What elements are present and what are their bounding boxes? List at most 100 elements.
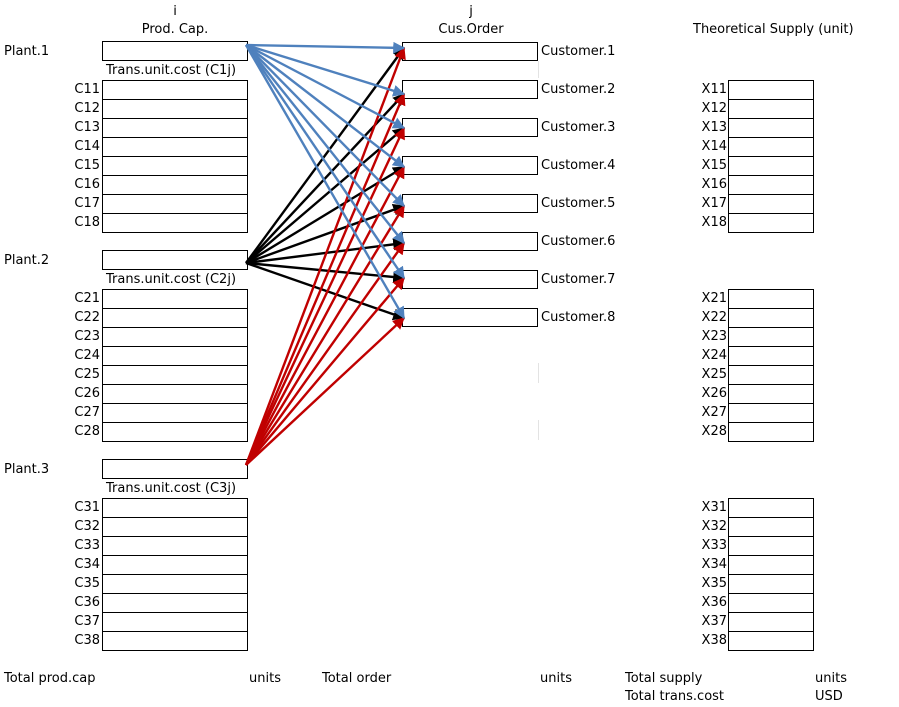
- arrow-plant-1-to-customer-4: [245, 44, 405, 168]
- supply-label: X21: [701, 291, 727, 306]
- supply-label: X11: [701, 82, 727, 97]
- arrow-plant-3-to-customer-5: [244, 204, 406, 466]
- arrow-plant-2-to-customer-7: [245, 261, 406, 283]
- supply-output[interactable]: [729, 632, 813, 651]
- arrow-plant-3-to-customer-2: [244, 92, 406, 466]
- supply-label: X23: [701, 329, 727, 344]
- supply-output[interactable]: [729, 328, 813, 347]
- supply-label: X33: [701, 538, 727, 553]
- supply-output[interactable]: [729, 594, 813, 613]
- cost-label: C24: [74, 348, 100, 363]
- cost-input[interactable]: [103, 138, 247, 157]
- customer-1-label: Customer.1: [541, 44, 616, 59]
- cost-input[interactable]: [103, 100, 247, 119]
- supply-output[interactable]: [729, 195, 813, 214]
- supply-output[interactable]: [729, 100, 813, 119]
- cost-input[interactable]: [103, 556, 247, 575]
- supply-output[interactable]: [729, 537, 813, 556]
- supply-label: X12: [701, 101, 727, 116]
- cost-label: C11: [74, 82, 100, 97]
- cost-input[interactable]: [103, 119, 247, 138]
- cost-input[interactable]: [103, 613, 247, 632]
- plant-2-supply-labels: X21 X22 X23 X24 X25 X26 X27 X28: [667, 289, 727, 441]
- cost-input[interactable]: [103, 309, 247, 328]
- supply-output[interactable]: [729, 499, 813, 518]
- supply-output[interactable]: [729, 347, 813, 366]
- cost-label: C22: [74, 310, 100, 325]
- supply-output[interactable]: [729, 385, 813, 404]
- j-index-label: j: [469, 4, 473, 19]
- supply-label: X15: [701, 158, 727, 173]
- customer-2-label: Customer.2: [541, 82, 616, 97]
- supply-label: X25: [701, 367, 727, 382]
- arrow-plant-1-to-customer-6: [245, 44, 405, 244]
- cost-input[interactable]: [103, 575, 247, 594]
- cost-input[interactable]: [103, 81, 247, 100]
- supply-output[interactable]: [729, 366, 813, 385]
- cost-label: C28: [74, 424, 100, 439]
- cost-input[interactable]: [103, 176, 247, 195]
- cost-input[interactable]: [103, 290, 247, 309]
- cost-label: C16: [74, 177, 100, 192]
- cost-label: C34: [74, 557, 100, 572]
- cost-label: C23: [74, 329, 100, 344]
- supply-label: X26: [701, 386, 727, 401]
- supply-output[interactable]: [729, 157, 813, 176]
- supply-label: X37: [701, 614, 727, 629]
- supply-output[interactable]: [729, 423, 813, 442]
- cost-input[interactable]: [103, 328, 247, 347]
- supply-output[interactable]: [729, 176, 813, 195]
- supply-label: X31: [701, 500, 727, 515]
- cost-input[interactable]: [103, 537, 247, 556]
- cost-input[interactable]: [103, 214, 247, 233]
- cost-input[interactable]: [103, 632, 247, 651]
- supply-output[interactable]: [729, 81, 813, 100]
- supply-output[interactable]: [729, 556, 813, 575]
- arrow-plant-3-to-customer-6: [245, 242, 405, 466]
- cost-input[interactable]: [103, 423, 247, 442]
- cost-label: C15: [74, 158, 100, 173]
- cost-label: C17: [74, 196, 100, 211]
- customer-5-label: Customer.5: [541, 196, 616, 211]
- customer-7-label: Customer.7: [541, 272, 616, 287]
- units-label-2: units: [540, 671, 572, 686]
- cost-label: C26: [74, 386, 100, 401]
- supply-label: X24: [701, 348, 727, 363]
- supply-label: X14: [701, 139, 727, 154]
- cost-input[interactable]: [103, 347, 247, 366]
- plant-3-cost-cells: [102, 498, 248, 651]
- supply-label: X13: [701, 120, 727, 135]
- cost-input[interactable]: [103, 195, 247, 214]
- units-label-3: units: [815, 671, 847, 686]
- plant-1-supply-cells: [728, 80, 814, 233]
- supply-output[interactable]: [729, 119, 813, 138]
- cost-input[interactable]: [103, 518, 247, 537]
- supply-output[interactable]: [729, 138, 813, 157]
- cost-input[interactable]: [103, 157, 247, 176]
- cost-input[interactable]: [103, 594, 247, 613]
- plant-3-capacity-input[interactable]: [102, 459, 248, 479]
- supply-output[interactable]: [729, 575, 813, 594]
- cost-input[interactable]: [103, 366, 247, 385]
- cost-input[interactable]: [103, 499, 247, 518]
- total-order-label: Total order: [322, 671, 392, 686]
- supply-output[interactable]: [729, 613, 813, 632]
- plant-3-supply-labels: X31 X32 X33 X34 X35 X36 X37 X38: [667, 498, 727, 650]
- cost-input[interactable]: [103, 385, 247, 404]
- plant-1-capacity-input[interactable]: [102, 41, 248, 61]
- cost-label: C36: [74, 595, 100, 610]
- supply-label: X17: [701, 196, 727, 211]
- supply-output[interactable]: [729, 290, 813, 309]
- supply-output[interactable]: [729, 404, 813, 423]
- theoretical-supply-header: Theoretical Supply (unit): [693, 22, 854, 37]
- cost-label: C14: [74, 139, 100, 154]
- supply-output[interactable]: [729, 214, 813, 233]
- cost-label: C38: [74, 633, 100, 648]
- cost-input[interactable]: [103, 404, 247, 423]
- supply-output[interactable]: [729, 309, 813, 328]
- arrow-plant-1-to-customer-8: [244, 44, 406, 320]
- arrow-plant-1-to-customer-1: [245, 41, 406, 54]
- arrow-plant-3-to-customer-4: [244, 165, 406, 466]
- supply-output[interactable]: [729, 518, 813, 537]
- plant-2-supply-cells: [728, 289, 814, 442]
